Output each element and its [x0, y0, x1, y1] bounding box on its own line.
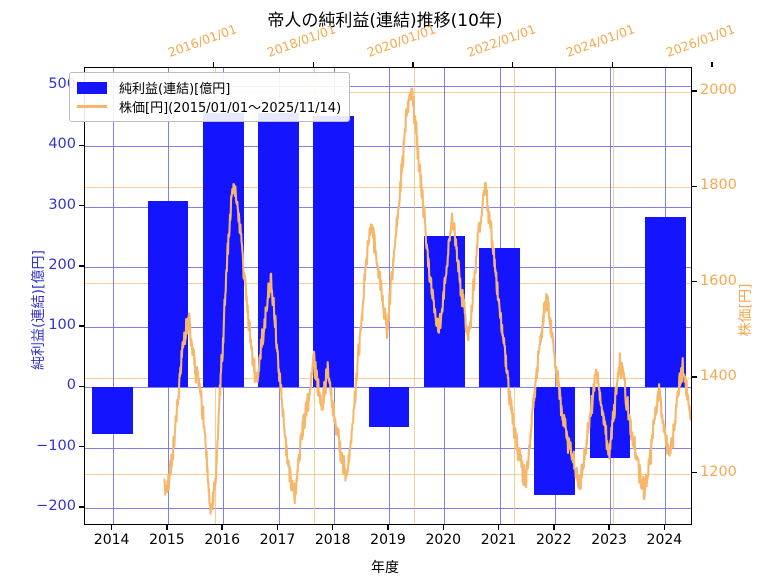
x-axis-tick — [663, 525, 666, 530]
x-axis-tick-label-2023: 2023 — [591, 532, 627, 548]
x-axis-tick — [387, 525, 389, 530]
page-title: 帝人の純利益(連結)推移(10年) — [267, 11, 503, 31]
y-axis-left-tick — [79, 325, 84, 327]
x-axis-tick-label-2020: 2020 — [425, 532, 462, 548]
line-swatch-icon — [77, 105, 107, 108]
gridline-horizontal-right — [85, 378, 691, 380]
x-axis-tick-label-2016: 2016 — [204, 532, 240, 548]
x-axis-top-tick — [511, 62, 514, 67]
bar-2018 — [313, 116, 355, 388]
gridline-vertical-bottom — [112, 68, 114, 524]
y-axis-right-tick-label: 2000 — [700, 81, 737, 98]
x-axis-tick-label-2024: 2024 — [646, 532, 683, 548]
x-axis-tick — [110, 525, 113, 530]
x-axis-tick-label-2019: 2019 — [370, 532, 406, 548]
gridline-vertical-top — [413, 68, 415, 524]
x-axis-top-tick — [611, 62, 613, 67]
y-axis-right-tick-label: 1400 — [700, 368, 737, 385]
gridline-horizontal-right — [85, 187, 691, 189]
x-axis-top-tick — [212, 62, 215, 67]
legend-label-stock-price: 株価[円](2015/01/01〜2025/11/14) — [119, 101, 342, 116]
gridline-horizontal-right — [85, 282, 691, 284]
x-axis-tick — [608, 525, 610, 530]
y-axis-right-tick — [692, 185, 697, 187]
y-axis-left-tick-label: 200 — [48, 256, 76, 273]
y-axis-left-tick — [79, 265, 84, 267]
gridline-horizontal-left — [85, 146, 691, 148]
gridline-vertical-bottom — [554, 68, 556, 524]
y-axis-left-tick-label: −100 — [36, 437, 76, 454]
gridline-horizontal-right — [85, 91, 691, 93]
y-axis-left-tick — [79, 445, 84, 448]
y-axis-left-tick-label: 500 — [48, 76, 76, 93]
gridline-horizontal-left — [85, 266, 691, 268]
y-axis-left-tick-label: −200 — [36, 497, 76, 514]
y-axis-right-tick — [692, 471, 697, 474]
x-axis-tick-label-2021: 2021 — [480, 532, 517, 548]
y-axis-right-tick-label: 1600 — [700, 272, 737, 289]
x-axis-top-tick — [312, 62, 314, 67]
chart-legend: 純利益(連結)[億円] 株価[円](2015/01/01〜2025/11/14) — [69, 72, 351, 122]
x-axis-tick-label-2022: 2022 — [535, 532, 572, 548]
x-axis-tick-label-2015: 2015 — [149, 532, 185, 548]
x-axis-tick — [276, 525, 279, 530]
x-axis-label: 年度 — [371, 560, 399, 576]
x-axis-tick-label-2018: 2018 — [314, 532, 351, 548]
x-axis-top-tick — [412, 62, 414, 67]
bar-swatch-icon — [77, 81, 107, 94]
y-axis-left-tick — [79, 204, 84, 207]
y-axis-right-tick — [692, 280, 697, 283]
y-axis-right-tick-label: 1200 — [700, 463, 737, 480]
x-axis-tick-label-2014: 2014 — [93, 532, 130, 548]
y-axis-left-tick-label: 400 — [48, 136, 76, 153]
y-axis-right-tick — [692, 376, 697, 378]
y-axis-left-tick-label: 300 — [48, 196, 76, 213]
x-axis-tick — [497, 525, 500, 530]
gridline-vertical-top — [613, 68, 615, 524]
bar-2019 — [368, 387, 410, 427]
y-axis-right-tick — [692, 90, 697, 92]
plot-inner — [85, 68, 691, 524]
x-axis-tick — [332, 525, 334, 530]
x-axis-tick — [166, 525, 168, 530]
legend-item-stock-price: 株価[円](2015/01/01〜2025/11/14) — [77, 97, 341, 116]
gridline-horizontal-left — [85, 447, 691, 449]
y-axis-right-tick-label: 1800 — [700, 177, 737, 194]
bar-2014 — [92, 387, 134, 435]
gridline-horizontal-left — [85, 86, 691, 88]
gridline-horizontal-left — [85, 206, 691, 208]
y-axis-left-tick-label: 0 — [66, 377, 76, 394]
x-axis-tick — [553, 525, 555, 530]
legend-item-profit: 純利益(連結)[億円] — [77, 78, 341, 97]
gridline-horizontal-left — [85, 507, 691, 509]
y-axis-left-label: 純利益(連結)[億円] — [31, 250, 47, 370]
plot-area — [84, 67, 692, 525]
gridline-vertical-bottom — [610, 68, 612, 524]
bar-2024 — [644, 216, 686, 388]
y-axis-left-tick — [79, 144, 84, 147]
x-axis-top-tick — [711, 62, 713, 67]
bar-2017 — [258, 113, 299, 388]
gridline-horizontal-right — [85, 473, 691, 475]
x-axis-tick-label-2017: 2017 — [259, 532, 296, 548]
x-axis-tick — [442, 525, 444, 530]
legend-label-profit: 純利益(連結)[億円] — [119, 82, 231, 97]
y-axis-left-tick-label: 100 — [48, 317, 76, 334]
stock-price-line-series — [163, 87, 691, 515]
x-axis-tick — [221, 525, 223, 530]
y-axis-left-tick — [79, 385, 84, 388]
y-axis-left-tick — [79, 506, 84, 508]
